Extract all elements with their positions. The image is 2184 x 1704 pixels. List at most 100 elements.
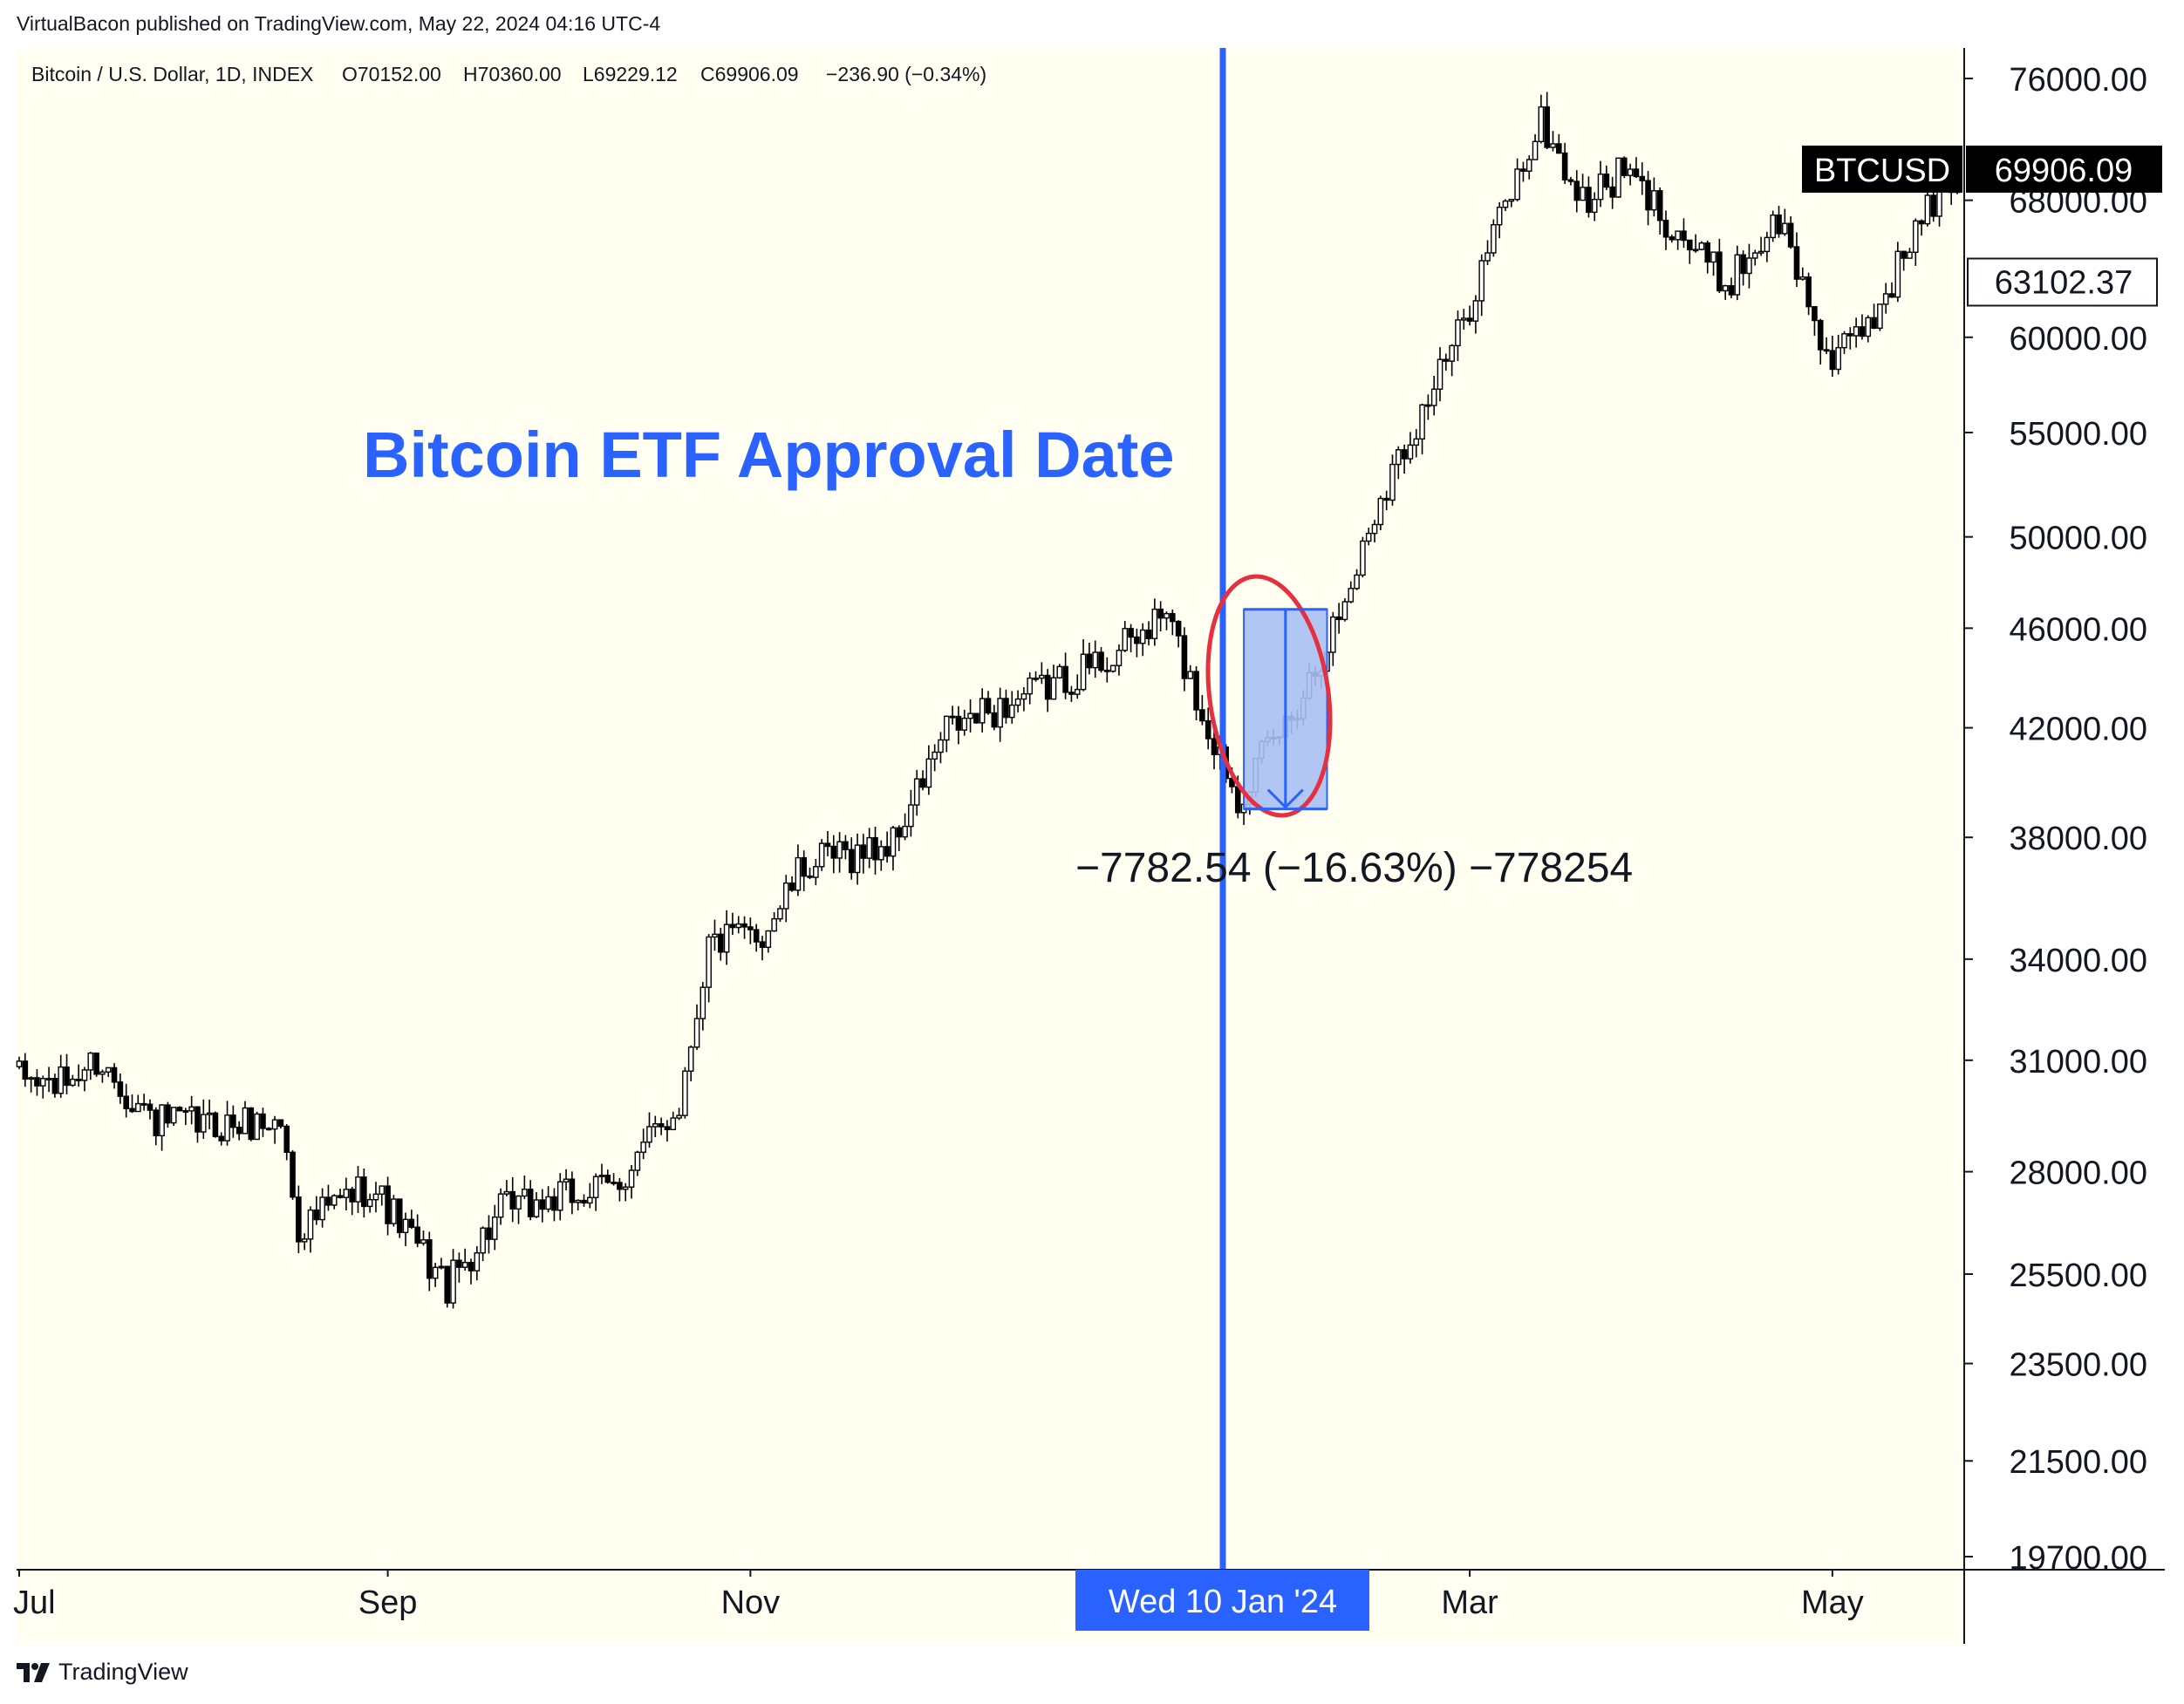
candle-body: [997, 698, 1003, 728]
candle-body: [700, 986, 706, 1019]
candle-body: [1014, 698, 1021, 706]
candle-body: [1396, 449, 1402, 466]
candle-body: [1466, 317, 1473, 322]
candle-body: [355, 1176, 361, 1203]
candle-body: [878, 846, 884, 861]
candle-body: [432, 1266, 439, 1279]
candle-body: [486, 1227, 492, 1240]
candle-body: [1175, 620, 1182, 637]
candle-body: [1419, 404, 1425, 440]
candle-body: [16, 1060, 23, 1067]
price-tick-label: 21500.00: [2010, 1444, 2148, 1481]
candle-body: [1164, 612, 1170, 619]
candle-body: [1561, 152, 1568, 181]
candle-body: [991, 712, 998, 728]
candle-body: [1835, 346, 1841, 371]
candle-body: [1413, 438, 1420, 446]
candle-body: [1812, 305, 1818, 322]
candle-body: [307, 1209, 314, 1240]
candle-body: [343, 1189, 350, 1198]
candle-body: [1573, 181, 1580, 201]
price-tick-label: 28000.00: [2010, 1155, 2148, 1192]
candle-body: [296, 1196, 302, 1243]
candle-body: [1389, 463, 1396, 501]
candle-body: [75, 1078, 82, 1081]
candle-body: [1341, 601, 1348, 621]
candle-body: [1924, 194, 1931, 225]
candle-body: [182, 1110, 189, 1113]
candle-body: [687, 1046, 694, 1072]
candle-body: [420, 1239, 427, 1244]
candle-body: [1656, 190, 1663, 222]
candle-body: [830, 845, 837, 859]
candle-body: [913, 778, 920, 806]
candle-body: [611, 1181, 617, 1184]
candle-body: [1199, 709, 1205, 722]
candle-body: [522, 1189, 528, 1197]
candle-body: [628, 1169, 635, 1188]
candle-body: [1460, 317, 1467, 321]
candle-body: [129, 1108, 135, 1113]
candle-body: [1098, 651, 1104, 671]
candle-body: [949, 715, 956, 719]
candle-body: [391, 1198, 397, 1224]
candle-body: [176, 1107, 183, 1112]
candle-body: [331, 1195, 338, 1206]
candle-body: [1003, 698, 1009, 719]
candle-body: [1615, 157, 1621, 198]
candle-body: [575, 1199, 581, 1203]
candle-body: [735, 923, 742, 929]
candle-body: [890, 827, 897, 857]
candle-body: [497, 1193, 504, 1218]
price-tick-label: 34000.00: [2010, 943, 2148, 979]
candle-body: [818, 842, 825, 868]
candle-body: [843, 841, 849, 850]
price-tick-label: 76000.00: [2010, 62, 2148, 99]
candle-body: [759, 941, 766, 948]
candle-body: [1550, 143, 1556, 148]
time-axis-ticks: Jul Sep Nov Mar May: [13, 1570, 1864, 1621]
candle-body: [1145, 629, 1152, 639]
candle-body: [1360, 540, 1366, 576]
candle-body: [271, 1119, 278, 1130]
candle-body: [1532, 140, 1539, 160]
candle-body: [1109, 665, 1116, 672]
candle-body: [260, 1113, 266, 1129]
candle-body: [1525, 159, 1532, 172]
price-axis-background: [1964, 48, 2165, 1644]
candle-body: [235, 1126, 242, 1135]
candle-body: [427, 1239, 433, 1279]
candle-body: [81, 1069, 88, 1081]
candle-body: [1627, 168, 1634, 176]
candle-body: [51, 1077, 58, 1094]
candle-body: [836, 841, 843, 859]
candle-body: [723, 924, 730, 953]
candle-body: [1662, 220, 1669, 238]
candle-body: [646, 1126, 652, 1143]
candle-body: [165, 1104, 171, 1124]
candle-body: [955, 715, 962, 731]
candle-body: [1033, 677, 1039, 680]
tradingview-logo[interactable]: TradingView: [17, 1659, 188, 1686]
candle-body: [1776, 214, 1782, 235]
price-tick-label: 31000.00: [2010, 1044, 2148, 1080]
attribution-text: VirtualBacon published on TradingView.co…: [17, 12, 661, 35]
candle-body: [1401, 449, 1408, 460]
time-tick-label: Sep: [358, 1585, 418, 1621]
candle-body: [1365, 532, 1372, 542]
candle-body: [349, 1189, 355, 1203]
candle-body: [617, 1182, 623, 1190]
crosshair-price-badge: 63102.37: [1967, 257, 2158, 307]
candle-body: [1728, 284, 1735, 296]
candle-body: [135, 1102, 141, 1113]
candle-body: [87, 1052, 94, 1071]
candle-body: [872, 836, 878, 861]
candle-body: [1039, 674, 1045, 679]
ohlc-change: −236.90 (−0.34%): [826, 63, 986, 85]
candle-body: [884, 846, 891, 857]
candle-body: [902, 825, 908, 838]
candle-body: [1187, 671, 1194, 679]
candle-body: [587, 1196, 593, 1204]
candle-body: [1181, 635, 1188, 679]
